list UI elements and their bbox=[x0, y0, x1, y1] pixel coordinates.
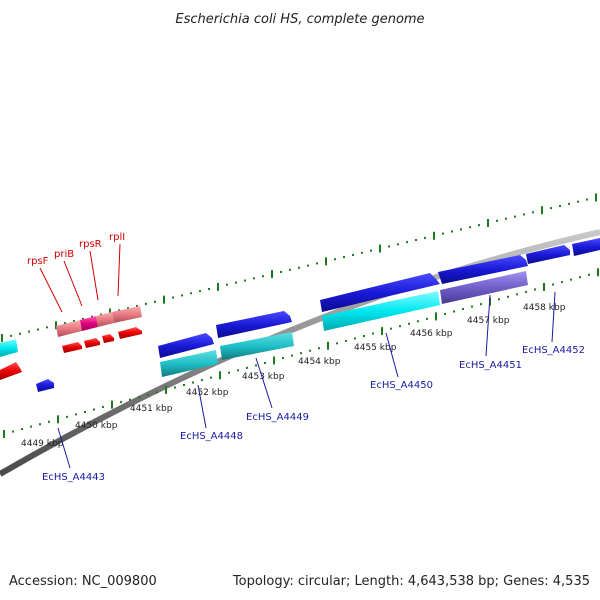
kbp-label: 4454 kbp bbox=[298, 357, 341, 367]
gene-leader-line bbox=[39, 267, 63, 313]
kbp-label: 4453 kbp bbox=[242, 372, 285, 382]
gene-label[interactable]: rpsR bbox=[79, 239, 102, 250]
gene-label[interactable]: rplI bbox=[109, 232, 125, 243]
gene-label[interactable]: EcHS_A4449 bbox=[246, 412, 309, 423]
accession-label: Accession: NC_009800 bbox=[9, 574, 157, 589]
gene-arrow-left[interactable] bbox=[0, 362, 22, 380]
kbp-label: 4451 kbp bbox=[130, 404, 173, 414]
pink-feature-rpsF bbox=[56, 320, 82, 337]
gene-arrow-4452[interactable] bbox=[526, 245, 570, 264]
gene-leader-line bbox=[63, 260, 83, 307]
kbp-label: 4449 kbp bbox=[21, 439, 64, 449]
gene-leader-line bbox=[485, 294, 491, 357]
gene-label[interactable]: rpsF bbox=[27, 256, 49, 267]
kbp-label: 4450 kbp bbox=[75, 421, 118, 431]
gene-label[interactable]: EcHS_A4448 bbox=[180, 431, 243, 442]
gene-leader-line bbox=[57, 427, 71, 469]
pink-feature-rpsR bbox=[96, 312, 114, 327]
gene-arrow-4453[interactable] bbox=[572, 238, 600, 256]
gene-arrow-4450[interactable] bbox=[320, 273, 440, 312]
purple-feature-4451 bbox=[440, 271, 528, 304]
gene-leader-line bbox=[89, 250, 99, 301]
gene-leader-line bbox=[385, 332, 399, 378]
gene-leader-line bbox=[117, 243, 121, 297]
magenta-feature-priB bbox=[80, 316, 98, 331]
kbp-label: 4455 kbp bbox=[354, 343, 397, 353]
gene-leader-line bbox=[197, 384, 207, 429]
rpsF-arrow[interactable] bbox=[62, 342, 82, 353]
gene-arrow-4449[interactable] bbox=[216, 311, 292, 338]
rplI-arrow[interactable] bbox=[118, 327, 142, 339]
kbp-label: 4458 kbp bbox=[523, 303, 566, 313]
gene-label[interactable]: EcHS_A4452 bbox=[522, 345, 585, 356]
gene-arrow-4451[interactable] bbox=[438, 255, 528, 284]
kbp-label: 4452 kbp bbox=[186, 388, 229, 398]
priB-arrow[interactable] bbox=[84, 338, 100, 348]
gene-leader-line bbox=[255, 357, 273, 409]
gene-arrow-4448[interactable] bbox=[158, 333, 214, 358]
cyan-feature-4450 bbox=[322, 291, 440, 331]
gene-label[interactable]: EcHS_A4443 bbox=[42, 472, 105, 483]
gene-arrow-4443[interactable] bbox=[36, 379, 54, 392]
map-title: Escherichia coli HS, complete genome bbox=[175, 12, 424, 27]
pink-feature-rplI bbox=[112, 306, 142, 323]
gene-label[interactable]: EcHS_A4451 bbox=[459, 360, 522, 371]
gene-label[interactable]: priB bbox=[54, 249, 74, 260]
gene-label[interactable]: EcHS_A4450 bbox=[370, 380, 433, 391]
forward-strand bbox=[0, 238, 600, 392]
rpsR-arrow[interactable] bbox=[102, 334, 114, 343]
teal-feature-4449 bbox=[220, 332, 294, 360]
outer-tick-track bbox=[1, 193, 597, 342]
genome-summary: Topology: circular; Length: 4,643,538 bp… bbox=[232, 574, 590, 589]
genome-backbone bbox=[0, 229, 600, 477]
cyan-feature-left bbox=[0, 339, 18, 357]
kbp-label: 4456 kbp bbox=[410, 329, 453, 339]
feature-track bbox=[0, 271, 528, 377]
gene-leader-line bbox=[551, 291, 556, 343]
teal-feature-4448 bbox=[160, 350, 218, 377]
